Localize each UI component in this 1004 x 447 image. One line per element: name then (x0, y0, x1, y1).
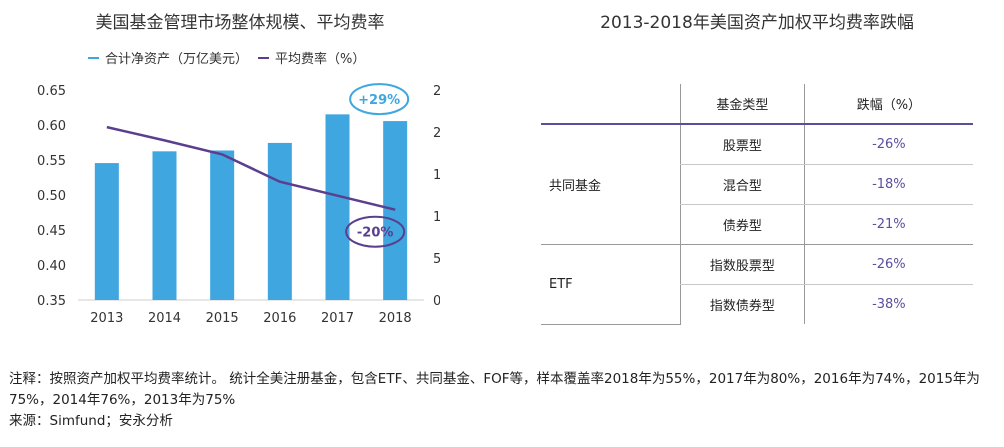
table-row: 混合型 -18% (541, 164, 973, 205)
y-right-tick-label: 20 (433, 126, 440, 141)
footnotes: 注释：按照资产加权平均费率统计。 统计全美注册基金，包含ETF、共同基金、FOF… (9, 369, 999, 432)
group-label-mutual-fund: 共同基金 (541, 124, 681, 245)
table-title: 2013-2018年美国资产加权平均费率跌幅 (600, 13, 914, 33)
legend-item-assets: 合计净资产（万亿美元） (88, 48, 248, 67)
x-tick-label: 2016 (263, 311, 296, 326)
annotation-text-assets: +29% (358, 93, 400, 108)
x-tick-label: 2018 (379, 311, 412, 326)
table-header-group (541, 84, 681, 125)
y-left-tick-label: 0.40 (37, 259, 66, 274)
bar (94, 163, 119, 300)
bar (210, 150, 235, 300)
fund-type: 股票型 (679, 124, 805, 165)
fund-type: 混合型 (679, 164, 805, 205)
y-left-tick-label: 0.45 (37, 224, 66, 239)
fee-change: -18% (803, 164, 973, 205)
y-left-tick-label: 0.50 (37, 189, 66, 204)
fund-type: 指数股票型 (679, 244, 805, 285)
fee-decline-table: 基金类型 跌幅（%） 共同基金 股票型 -26% 混合型 -18% 债券型 -2… (541, 84, 973, 325)
footnote-text: 注释：按照资产加权平均费率统计。 统计全美注册基金，包含ETF、共同基金、FOF… (9, 371, 980, 408)
table-row: 共同基金 股票型 -26% (541, 124, 973, 245)
legend-label-assets: 合计净资产（万亿美元） (105, 52, 249, 67)
table-row: 指数债券型 -38% (541, 284, 973, 324)
table-row: 债券型 -21% (541, 204, 973, 245)
legend-label-fee: 平均费率（%） (275, 52, 366, 67)
source-text: 来源：Simfund；安永分析 (9, 413, 173, 429)
table-header-type: 基金类型 (679, 84, 805, 125)
table-row: ETF 指数股票型 -26% (541, 244, 973, 325)
y-right-tick-label: 5 (433, 252, 440, 267)
fee-change: -26% (803, 124, 973, 165)
legend-item-fee: 平均费率（%） (258, 48, 365, 67)
y-right-tick-label: 10 (433, 210, 440, 225)
bar (152, 151, 177, 300)
x-tick-label: 2017 (321, 311, 354, 326)
legend-swatch-line (258, 56, 270, 59)
x-tick-label: 2013 (90, 311, 123, 326)
y-left-tick-label: 0.60 (37, 119, 66, 134)
y-right-tick-label: 15 (433, 168, 440, 183)
legend-swatch-bar (88, 56, 99, 59)
fund-type: 指数债券型 (679, 284, 805, 324)
x-tick-label: 2015 (206, 311, 239, 326)
annotation-text-fee: -20% (357, 226, 394, 241)
bar (267, 142, 292, 300)
fee-change: -38% (803, 284, 973, 324)
chart-legend: 合计净资产（万亿美元） 平均费率（%） (88, 48, 375, 67)
bar (383, 121, 408, 300)
fee-line (106, 125, 396, 211)
table-header-row: 基金类型 跌幅（%） (541, 84, 973, 125)
combo-chart: 0.35 0.40 0.45 0.50 0.55 0.60 0.65 0 5 10 15 20 25 20… (37, 83, 440, 326)
fee-change: -21% (803, 204, 973, 245)
chart-title: 美国基金管理市场整体规模、平均费率 (95, 13, 385, 33)
group-label-etf: ETF (541, 244, 681, 325)
table-header-change: 跌幅（%） (803, 84, 973, 125)
fee-change: -26% (803, 244, 973, 285)
y-left-tick-label: 0.65 (37, 84, 66, 99)
y-right-tick-label: 0 (433, 294, 440, 309)
y-left-tick-label: 0.35 (37, 294, 66, 309)
bar (325, 114, 350, 300)
y-right-tick-label: 25 (433, 84, 440, 99)
annotation-ellipse-assets (349, 83, 410, 116)
fund-type: 债券型 (679, 204, 805, 245)
annotation-ellipse-fee (345, 215, 406, 248)
x-tick-label: 2014 (148, 311, 181, 326)
y-left-tick-label: 0.55 (37, 154, 66, 169)
